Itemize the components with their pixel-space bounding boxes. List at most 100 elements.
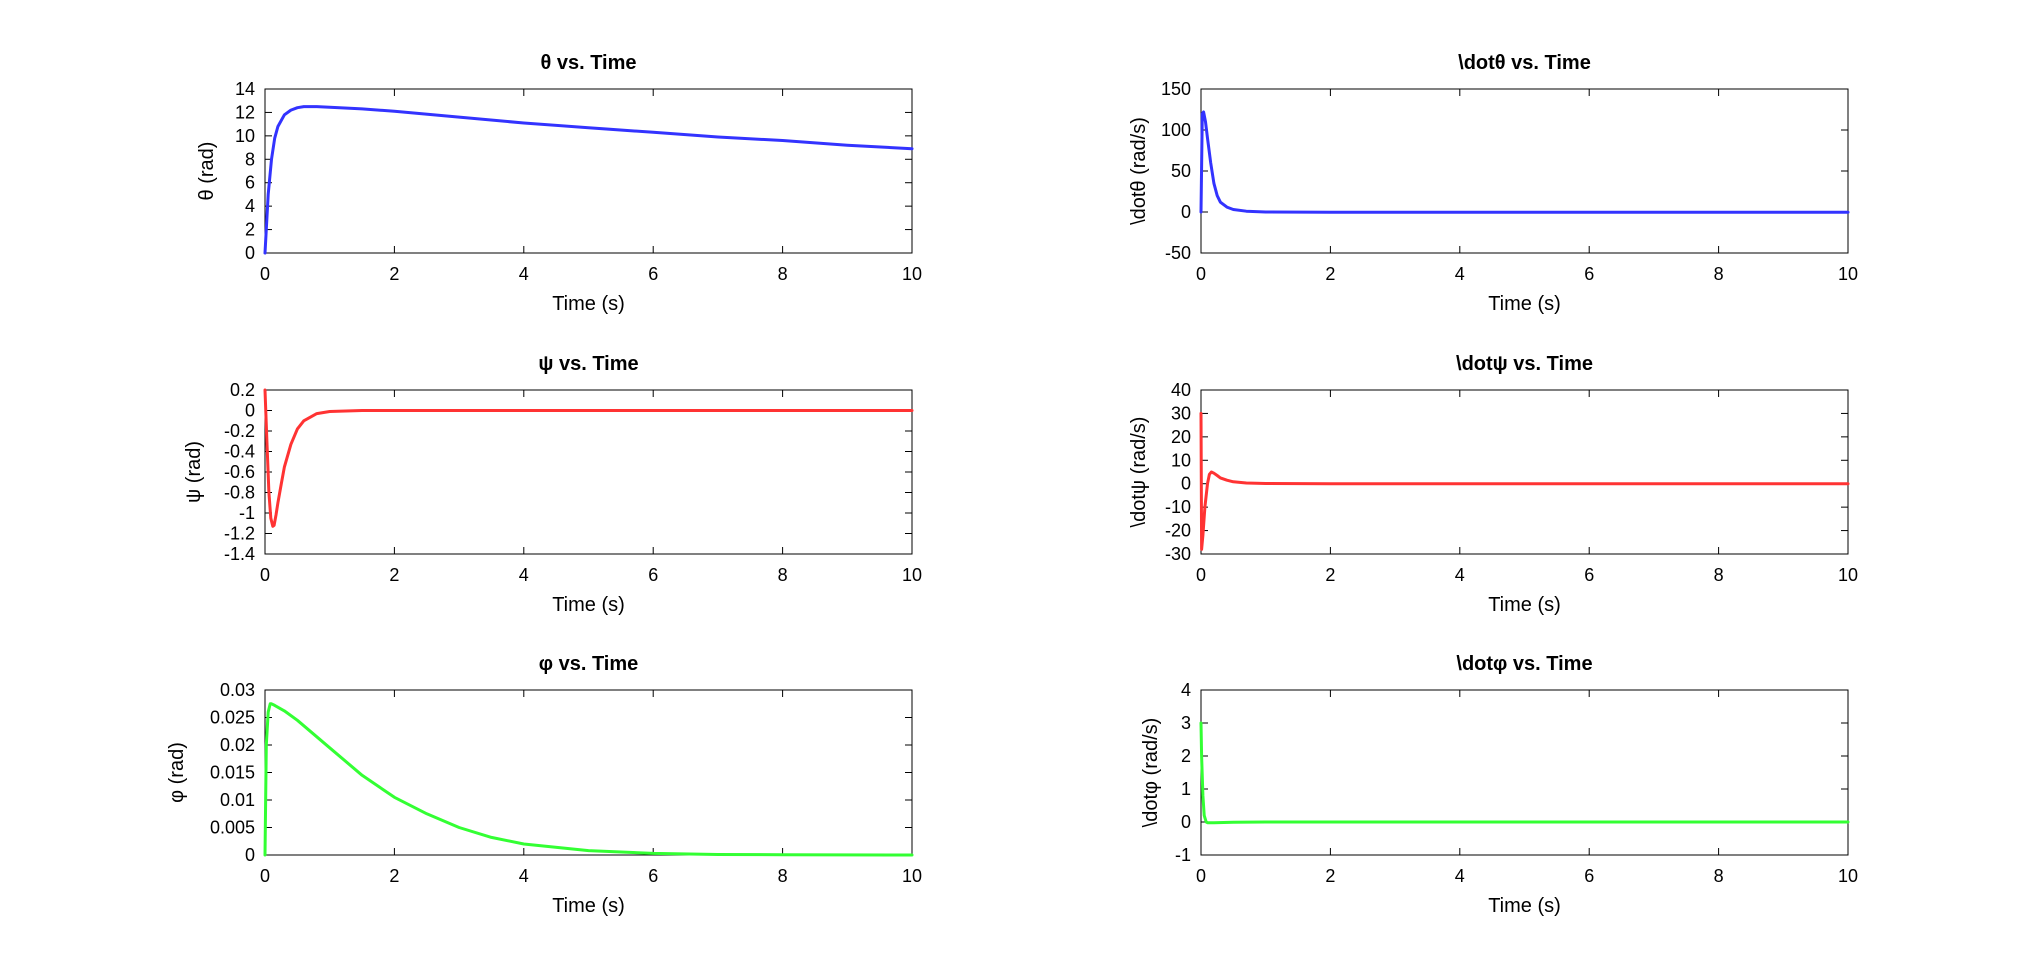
x-tick-label: 8 xyxy=(778,565,788,585)
x-tick-label: 6 xyxy=(648,264,658,284)
y-tick-label: 0.005 xyxy=(210,818,255,838)
y-tick-label: -0.2 xyxy=(224,421,255,441)
chart-psi: 0 2 4 6 8 10-1.4-1.2-1-0.8-0.6-0.4-0.200.2ψ v… xyxy=(183,353,922,616)
y-tick-label: 1 xyxy=(1181,779,1191,799)
x-tick-label: 8 xyxy=(1714,565,1724,585)
y-tick-label: -1 xyxy=(1175,845,1191,865)
x-axis-label: Time (s) xyxy=(552,895,625,917)
y-axis-label: \dotθ (rad/s) xyxy=(1128,117,1150,225)
x-axis-label: Time (s) xyxy=(552,293,625,315)
x-axis-label: Time (s) xyxy=(1488,594,1561,616)
x-tick-label: 10 xyxy=(902,866,922,886)
y-tick-label: 2 xyxy=(245,220,255,240)
y-tick-label: 2 xyxy=(1181,746,1191,766)
y-tick-label: -0.6 xyxy=(224,462,255,482)
x-tick-label: 6 xyxy=(648,866,658,886)
x-tick-label: 0 xyxy=(1196,866,1206,886)
x-tick-label: 0 xyxy=(260,565,270,585)
y-tick-label: 0.02 xyxy=(220,735,255,755)
y-tick-label: 0.025 xyxy=(210,708,255,728)
plot-frame xyxy=(1200,389,1849,555)
x-tick-label: 2 xyxy=(1325,264,1335,284)
y-tick-label: 0 xyxy=(1181,812,1191,832)
x-tick-label: 10 xyxy=(902,264,922,284)
x-tick-label: 2 xyxy=(1325,866,1335,886)
chart-title: \dotφ vs. Time xyxy=(1456,653,1592,675)
x-tick-label: 0 xyxy=(260,866,270,886)
y-tick-label: 14 xyxy=(235,79,255,99)
x-tick-label: 4 xyxy=(1455,264,1465,284)
series-line-psi xyxy=(263,388,914,528)
y-tick-label: 8 xyxy=(245,149,255,169)
y-tick-label: 0.015 xyxy=(210,763,255,783)
x-tick-label: 4 xyxy=(1455,866,1465,886)
y-tick-label: 0 xyxy=(245,243,255,263)
x-tick-label: 4 xyxy=(1455,565,1465,585)
chart-theta: 0 2 4 6 8 10 0 2 4 6 8 10 12 14 θ vs. Time Time (s) θ (r… xyxy=(196,52,922,315)
y-tick-label: 0.01 xyxy=(220,790,255,810)
chart-title: \dotθ vs. Time xyxy=(1458,52,1591,74)
y-tick-label: 0.03 xyxy=(220,680,255,700)
y-tick-label: 0 xyxy=(245,845,255,865)
plot-frame xyxy=(264,389,913,555)
x-tick-label: 10 xyxy=(1838,264,1858,284)
chart-title: ψ vs. Time xyxy=(538,353,638,375)
x-tick-label: 10 xyxy=(902,565,922,585)
plot-frame xyxy=(264,88,913,254)
y-tick-label: 3 xyxy=(1181,713,1191,733)
x-tick-label: 2 xyxy=(389,565,399,585)
x-tick-label: 10 xyxy=(1838,866,1858,886)
y-tick-label: -1.4 xyxy=(224,544,255,564)
x-tick-label: 6 xyxy=(648,565,658,585)
y-tick-label: 12 xyxy=(235,102,255,122)
x-tick-label: 4 xyxy=(519,866,529,886)
y-tick-label: -1.2 xyxy=(224,524,255,544)
chart-title: φ vs. Time xyxy=(539,653,639,675)
x-axis-label: Time (s) xyxy=(1488,293,1561,315)
y-tick-label: 40 xyxy=(1171,380,1191,400)
plot-frame xyxy=(1200,689,1849,856)
x-axis-label: Time (s) xyxy=(552,594,625,616)
plot-frame xyxy=(264,689,913,856)
x-tick-label: 4 xyxy=(519,565,529,585)
x-tick-label: 6 xyxy=(1584,264,1594,284)
chart-phi: 0 2 4 6 8 10 0 0.005 0.01 0.015 0.02 0.025 0.03 φ vs.… xyxy=(166,653,922,917)
chart-title: \dotψ vs. Time xyxy=(1456,353,1593,375)
y-tick-label: 10 xyxy=(1171,450,1191,470)
x-axis-label: Time (s) xyxy=(1488,895,1561,917)
plot-frame xyxy=(1200,88,1849,254)
y-axis-label: ψ (rad) xyxy=(183,441,205,503)
x-tick-label: 8 xyxy=(778,866,788,886)
y-tick-label: 30 xyxy=(1171,403,1191,423)
y-tick-label: -0.8 xyxy=(224,483,255,503)
x-tick-label: 0 xyxy=(1196,565,1206,585)
y-tick-label: -0.4 xyxy=(224,442,255,462)
y-tick-label: 4 xyxy=(1181,680,1191,700)
chart-title: θ vs. Time xyxy=(540,52,636,74)
y-axis-label: \dotψ (rad/s) xyxy=(1128,417,1150,528)
series-line-dot-phi xyxy=(1199,721,1850,825)
y-tick-label: -30 xyxy=(1165,544,1191,564)
chart-dot-psi: 0 2 4 6 8 10 -30 -20 -10 0 10 20 30 40 \dotψ vs. Time T… xyxy=(1128,353,1858,616)
y-tick-label: 0 xyxy=(1181,474,1191,494)
series-line-phi xyxy=(263,702,914,857)
y-tick-label: 10 xyxy=(235,126,255,146)
y-tick-label: 150 xyxy=(1161,79,1191,99)
x-tick-label: 2 xyxy=(389,866,399,886)
series-line-dot-psi xyxy=(1199,411,1850,551)
y-tick-label: 50 xyxy=(1171,161,1191,181)
y-tick-label: 20 xyxy=(1171,427,1191,447)
y-tick-label: -1 xyxy=(239,503,255,523)
x-tick-label: 4 xyxy=(519,264,529,284)
y-tick-label: 0 xyxy=(1181,202,1191,222)
x-tick-label: 2 xyxy=(389,264,399,284)
x-tick-label: 8 xyxy=(1714,866,1724,886)
y-tick-label: 6 xyxy=(245,173,255,193)
y-tick-label: 0.2 xyxy=(230,380,255,400)
y-tick-label: -50 xyxy=(1165,243,1191,263)
x-tick-label: 0 xyxy=(1196,264,1206,284)
x-tick-label: 8 xyxy=(1714,264,1724,284)
